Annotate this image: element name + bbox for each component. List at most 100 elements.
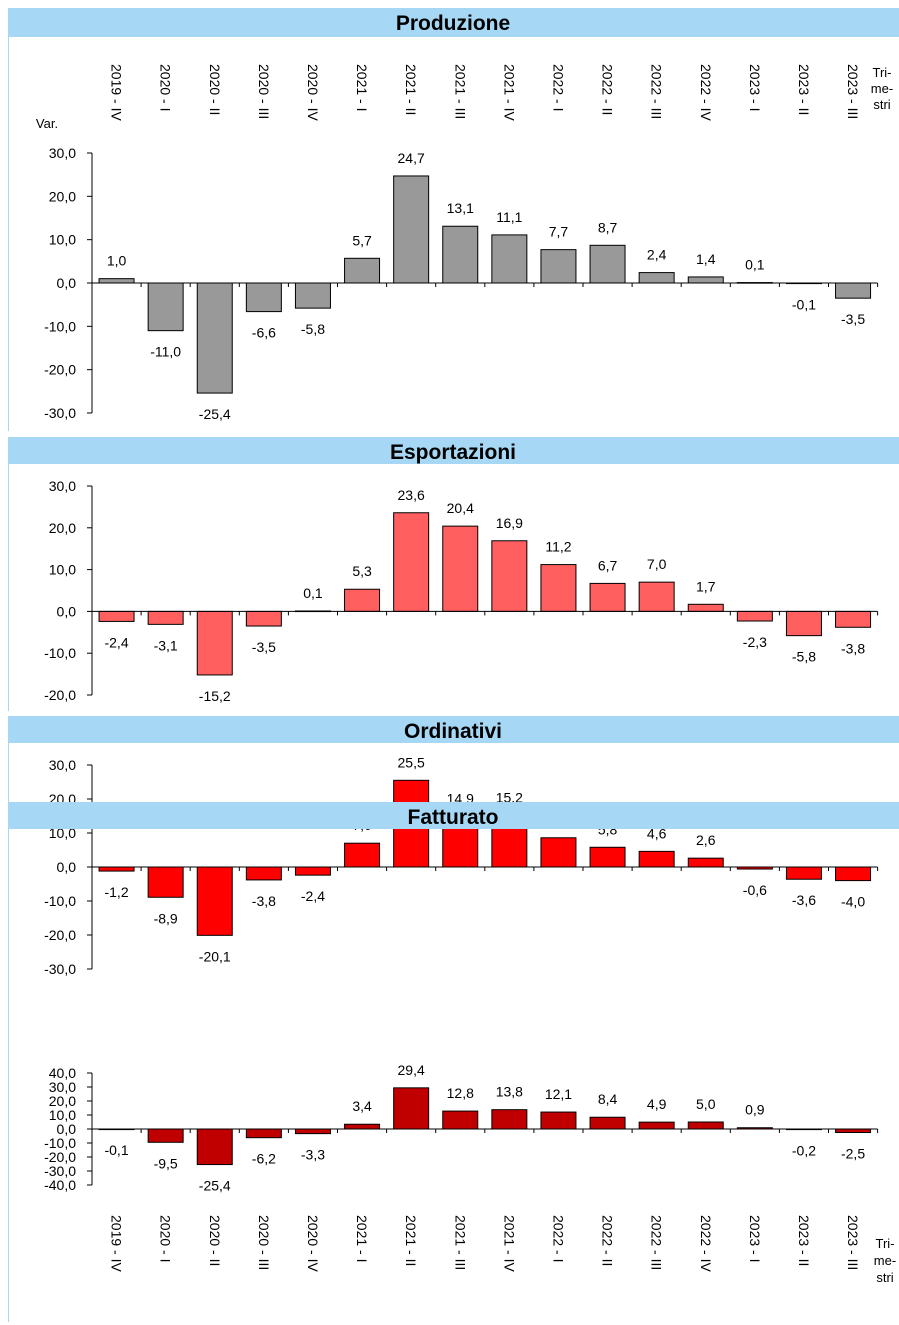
y-tick-label: -30,0 [44, 405, 76, 421]
data-label: -25,4 [199, 1178, 231, 1194]
category-label: 2021 - III [452, 64, 468, 119]
y-tick-label: -20,0 [44, 927, 76, 943]
data-label: 5,3 [352, 563, 372, 579]
bar-9 [540, 564, 577, 612]
category-label: 2020 - II [207, 64, 223, 115]
data-label: -2,3 [743, 634, 767, 650]
y-tick-label: 10,0 [49, 1107, 76, 1123]
bar-9 [540, 249, 577, 284]
bar-4 [294, 1128, 331, 1135]
data-label: -0,1 [104, 1142, 128, 1158]
y-tick-label: 0,0 [57, 1121, 77, 1137]
category-label: 2021 - I [354, 64, 370, 111]
y-tick-label: -30,0 [44, 1163, 76, 1179]
category-label: 2023 - I [747, 64, 763, 111]
bar-10 [589, 1116, 626, 1130]
data-label: 8,7 [598, 219, 618, 235]
data-label: 3,4 [352, 1098, 372, 1114]
bar-8 [491, 540, 528, 612]
data-label: 25,5 [398, 754, 425, 770]
data-label: -0,1 [792, 296, 816, 312]
data-label: -2,4 [104, 634, 128, 650]
bar-15 [835, 1128, 872, 1133]
y-unit-label: Var. [36, 116, 58, 131]
bar-12 [687, 857, 724, 868]
y-tick-label: 10,0 [49, 562, 76, 578]
trimestri-label: Tri- [872, 65, 891, 80]
panel-title-band [8, 802, 899, 829]
y-tick-label: 0,0 [57, 859, 77, 875]
category-label: 2023 - III [845, 1215, 861, 1270]
data-label: 0,1 [745, 257, 765, 273]
panel-title: Fatturato [408, 806, 499, 829]
y-tick-label: 0,0 [57, 603, 77, 619]
y-tick-label: 10,0 [49, 232, 76, 248]
bar-10 [589, 582, 626, 612]
bar-11 [638, 1121, 675, 1130]
category-label: 2019 - IV [109, 1215, 125, 1272]
panel-title: Ordinativi [404, 720, 502, 743]
category-label: 2020 - III [256, 1215, 272, 1270]
category-label: 2022 - III [649, 1215, 665, 1270]
bar-2 [196, 1128, 233, 1166]
data-label: 11,1 [496, 209, 522, 225]
data-label: 4,9 [647, 1096, 667, 1112]
data-label: -1,2 [104, 884, 128, 900]
category-label: 2021 - IV [501, 64, 517, 121]
panel-title: Produzione [396, 12, 510, 35]
bar-9 [540, 837, 577, 868]
y-tick-label: -10,0 [44, 893, 76, 909]
data-label: 8,4 [598, 1091, 618, 1107]
trimestri-label: me- [871, 81, 893, 96]
data-label: -6,6 [252, 325, 276, 341]
trimestri-label: me- [874, 1253, 896, 1268]
category-label: 2019 - IV [109, 64, 125, 121]
data-label: -0,6 [743, 882, 767, 898]
y-tick-label: 30,0 [49, 1079, 76, 1095]
bar-14 [785, 610, 822, 637]
bar-3 [245, 610, 282, 627]
bar-10 [589, 846, 626, 868]
data-label: 20,4 [447, 500, 474, 516]
data-label: 5,0 [696, 1096, 716, 1112]
category-label: 2022 - I [550, 64, 566, 111]
panel-esportazioni: Esportazioni 30,0 20,0 10,0 0,0 -10,0 -20,0 -2,… [8, 437, 899, 711]
bar-1 [147, 1128, 184, 1143]
data-label: 7,0 [647, 556, 667, 572]
panel-fatturato: Fatturato40,030,020,010,00,0-10,0-20,0-3… [8, 802, 899, 1322]
data-label: 1,7 [696, 578, 716, 594]
data-label: -3,8 [252, 893, 276, 909]
bar-0 [98, 610, 135, 622]
bar-9 [540, 1111, 577, 1130]
y-tick-label: -20,0 [44, 687, 76, 703]
category-label: 2022 - II [600, 64, 616, 115]
bar-7 [442, 1110, 479, 1130]
data-label: 1,0 [107, 253, 127, 269]
data-label: 13,8 [496, 1084, 523, 1100]
y-tick-label: 30,0 [49, 478, 76, 494]
bar-6 [393, 175, 430, 284]
bar-7 [442, 525, 479, 612]
bar-7 [442, 225, 479, 284]
y-tick-label: -20,0 [44, 1149, 76, 1165]
category-label: 2023 - II [796, 64, 812, 115]
category-label: 2021 - II [403, 64, 419, 115]
data-label: -2,4 [301, 888, 325, 904]
data-label: -3,5 [841, 311, 865, 327]
data-label: 12,8 [447, 1085, 474, 1101]
bar-5 [344, 588, 381, 612]
data-label: 15,2 [496, 789, 523, 805]
category-label: 2021 - III [452, 1215, 468, 1270]
category-label: 2021 - IV [501, 1215, 517, 1272]
y-tick-label: 30,0 [49, 145, 76, 161]
top-category-labels: 2019 - IV 2020 - I 2020 - II 2020 - III 2020… [109, 64, 861, 121]
data-label: -3,5 [252, 639, 276, 655]
bar-6 [393, 1087, 430, 1130]
y-tick-label: -30,0 [44, 961, 76, 977]
data-label: -5,8 [792, 649, 816, 665]
category-label: 2020 - IV [305, 1215, 321, 1272]
panel-title-band [8, 8, 899, 37]
data-label: 2,4 [647, 247, 667, 263]
bar-15 [835, 866, 872, 882]
